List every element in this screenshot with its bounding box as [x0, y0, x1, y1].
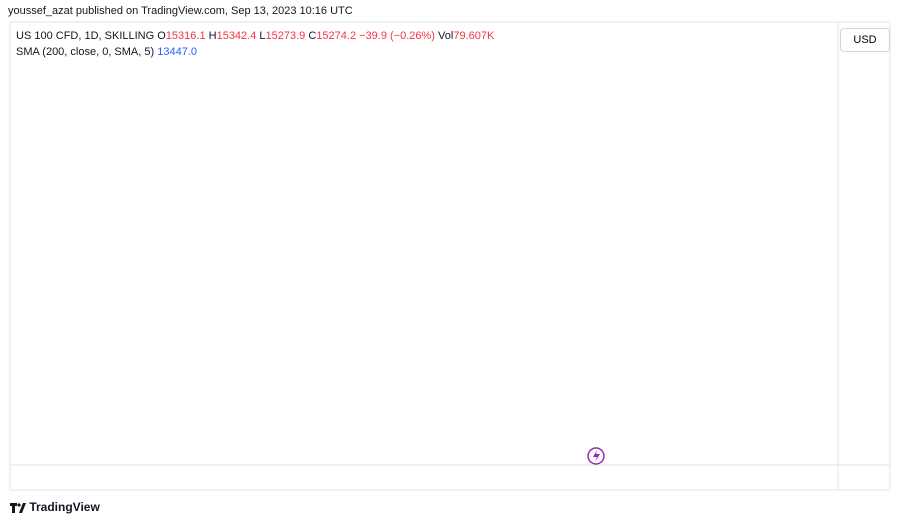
footer: TradingView: [10, 500, 100, 514]
vol: 79.607K: [453, 30, 495, 42]
ohlc-value: 15342.4: [216, 30, 257, 42]
brand: TradingView: [29, 500, 100, 514]
ohlc-value: 15274.2: [316, 30, 357, 42]
ohlc-label: C: [308, 30, 317, 42]
ohlc-value: 15273.9: [265, 30, 306, 42]
sma-value: 13447.0: [157, 46, 197, 58]
change: −39.9 (−0.26%): [359, 30, 435, 42]
publish-info: youssef_azat published on TradingView.co…: [8, 5, 353, 17]
flash-icon-bolt: [593, 450, 600, 462]
flash-icon[interactable]: [587, 447, 605, 465]
symbol: US 100 CFD, 1D, SKILLING: [16, 30, 155, 42]
ohlc-value: 15316.1: [165, 30, 206, 42]
ohlc-label: H: [208, 30, 217, 42]
frame: [9, 21, 891, 491]
logo: [10, 502, 26, 513]
sma: SMA (200, close, 0, SMA, 5): [16, 46, 155, 58]
ohlc-label: L: [259, 30, 266, 42]
legend: US 100 CFD, 1D, SKILLING O15316.1 H15342…: [16, 28, 494, 60]
ohlc-label: O: [157, 30, 166, 42]
currency-button[interactable]: USD: [840, 28, 890, 52]
vol-label: Vol: [438, 30, 454, 42]
